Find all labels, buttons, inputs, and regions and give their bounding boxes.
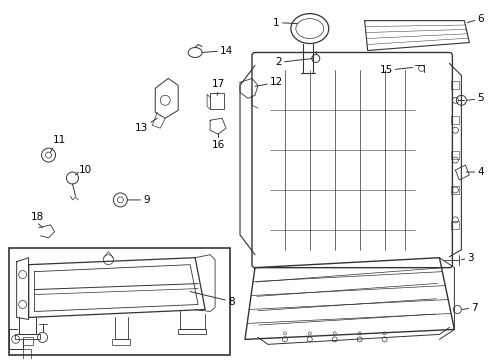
Bar — [450, 186, 458, 194]
Text: 17: 17 — [211, 79, 224, 89]
Text: 14: 14 — [202, 45, 233, 55]
Bar — [450, 221, 458, 229]
Bar — [450, 81, 458, 89]
Text: 4: 4 — [466, 167, 483, 177]
Bar — [112, 339, 130, 345]
Text: 5: 5 — [467, 93, 483, 103]
Bar — [22, 349, 31, 359]
Bar — [178, 329, 205, 334]
Text: 8: 8 — [190, 292, 234, 306]
Text: 15: 15 — [379, 66, 412, 76]
Text: 7: 7 — [462, 302, 477, 312]
Bar — [22, 337, 33, 345]
Text: 13: 13 — [135, 118, 157, 133]
Text: 9: 9 — [127, 195, 150, 205]
Text: 10: 10 — [78, 165, 91, 175]
Text: 6: 6 — [467, 14, 483, 24]
Text: 11: 11 — [52, 135, 66, 145]
Bar — [450, 151, 458, 159]
Bar — [450, 116, 458, 124]
Text: 2: 2 — [275, 58, 312, 67]
Bar — [210, 93, 224, 109]
Text: 16: 16 — [211, 140, 224, 150]
Text: 1: 1 — [273, 18, 297, 28]
Text: 18: 18 — [31, 212, 44, 222]
Bar — [9, 248, 229, 355]
Text: 3: 3 — [461, 253, 473, 263]
Text: 12: 12 — [254, 77, 283, 87]
Bar — [15, 334, 40, 339]
